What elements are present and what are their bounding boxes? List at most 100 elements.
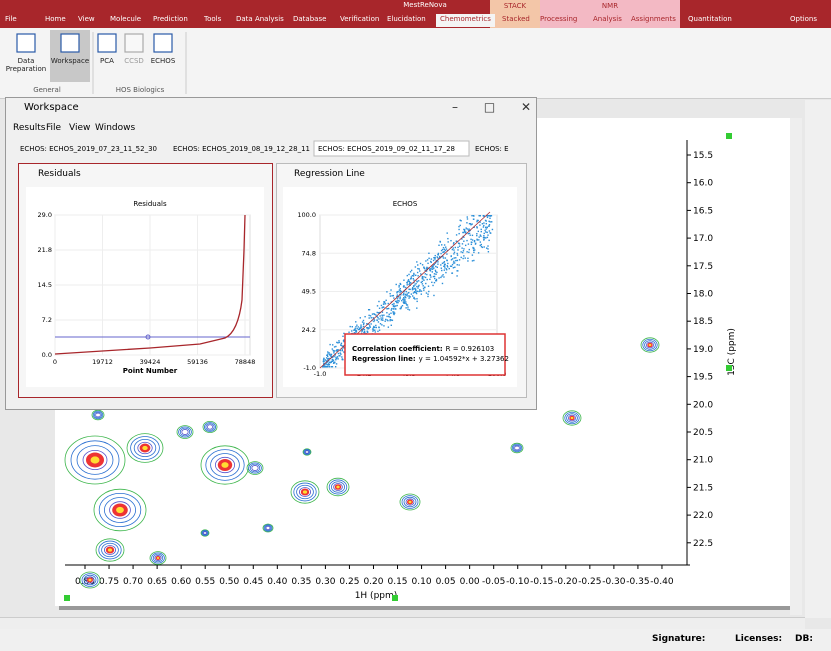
scatter-point: [461, 247, 463, 249]
button-icon[interactable]: [153, 33, 173, 53]
ribbon-tab[interactable]: View: [78, 15, 95, 23]
scatter-point: [421, 277, 424, 279]
ribbon-button[interactable]: CCSD: [124, 57, 144, 65]
scatter-point: [426, 259, 429, 261]
scatter-point: [383, 325, 385, 327]
ribbon-tab[interactable]: Prediction: [153, 15, 188, 23]
scatter-point: [328, 361, 331, 364]
handle[interactable]: [726, 133, 732, 139]
scatter-point: [479, 221, 481, 223]
scatter-point: [444, 246, 447, 248]
scatter-point: [378, 312, 380, 314]
ribbon-tab[interactable]: Elucidation: [387, 15, 426, 23]
ribbon-tab[interactable]: Data Analysis: [236, 15, 284, 23]
ribbon-tab[interactable]: Chemometrics: [436, 14, 495, 27]
menu-item[interactable]: Results: [13, 123, 46, 133]
scatter-point: [487, 245, 489, 247]
y-tick-label: 21.0: [693, 456, 713, 466]
scatter-point: [396, 291, 398, 293]
scatter-point: [430, 261, 432, 263]
x-tick-label: -0.40: [650, 577, 674, 587]
x-tick-label: 0.10: [412, 577, 432, 587]
handle[interactable]: [64, 595, 70, 601]
workspace-tab[interactable]: ECHOS: ECHOS_2019_08_19_12_28_11: [173, 145, 310, 153]
context-label: NMR: [601, 2, 619, 10]
ribbon-button[interactable]: Workspace: [50, 57, 90, 65]
scatter-point: [336, 356, 339, 358]
scatter-point: [457, 249, 459, 251]
scatter-point: [367, 309, 370, 311]
contour: [202, 420, 218, 433]
ribbon-tab[interactable]: Stacked: [502, 15, 530, 23]
ribbon-tab[interactable]: Verification: [340, 15, 380, 23]
ribbon-tab[interactable]: Options: [790, 15, 818, 23]
scatter-point: [376, 319, 378, 321]
ribbon-tab[interactable]: Quantitation: [688, 15, 732, 23]
ribbon-tab[interactable]: File: [5, 15, 17, 23]
scatter-point: [422, 287, 425, 290]
handle[interactable]: [392, 595, 398, 601]
scatter-point: [452, 267, 455, 269]
ribbon-tab[interactable]: Analysis: [593, 15, 622, 23]
ribbon-button[interactable]: ECHOS: [150, 57, 176, 65]
scatter-point: [445, 271, 447, 274]
button-icon[interactable]: [60, 33, 80, 53]
scatter-point: [427, 285, 430, 287]
scatter-point: [443, 262, 445, 264]
scatter-point: [421, 283, 424, 285]
scatter-point: [471, 260, 474, 262]
button-icon[interactable]: [16, 33, 36, 53]
ribbon-tab[interactable]: Processing: [540, 15, 578, 23]
scatter-point: [404, 293, 407, 296]
workspace-tab[interactable]: ECHOS: E: [475, 145, 509, 153]
annotation-label: Correlation coefficient:: [352, 345, 443, 353]
ribbon-tab[interactable]: Home: [45, 15, 66, 23]
scatter-point: [439, 240, 441, 243]
button-icon[interactable]: [97, 33, 117, 53]
handle[interactable]: [726, 365, 732, 371]
menu-item[interactable]: Windows: [95, 123, 136, 133]
contour-core: [116, 506, 124, 514]
ribbon-tab[interactable]: Molecule: [110, 15, 142, 23]
scatter-point: [403, 302, 405, 304]
contour: [206, 424, 214, 430]
menu-item[interactable]: File: [46, 123, 62, 133]
scatter-point: [413, 285, 415, 288]
scatter-point: [407, 306, 409, 308]
menu-item[interactable]: View: [69, 123, 91, 133]
workspace-tab[interactable]: ECHOS: ECHOS_2019_07_23_11_52_30: [20, 145, 157, 153]
ribbon-button[interactable]: PCA: [100, 57, 114, 65]
scatter-point: [378, 326, 380, 329]
ribbon-tab[interactable]: Tools: [204, 15, 222, 23]
scatter-point: [337, 342, 339, 344]
scatter-point: [399, 287, 401, 290]
scatter-point: [431, 266, 433, 268]
scatter-point: [453, 249, 455, 251]
contour-core: [648, 343, 652, 347]
y-tick-label: 17.5: [693, 262, 713, 272]
x-tick-label: 0.20: [363, 577, 383, 587]
scatter-point: [413, 272, 415, 275]
workspace-tab[interactable]: ECHOS: ECHOS_2019_09_02_11_17_28: [318, 145, 455, 153]
ribbon-tab[interactable]: Assignments: [631, 15, 676, 23]
licenses: Licenses:: [735, 634, 783, 644]
ribbon-button[interactable]: Data Preparation: [5, 57, 47, 73]
scatter-point: [390, 319, 393, 321]
scatter-point: [323, 365, 325, 367]
scatter-point: [328, 352, 330, 354]
contour: [328, 479, 348, 495]
scatter-point: [460, 251, 462, 253]
scatter-point: [463, 248, 465, 250]
ribbon-tab[interactable]: Database: [293, 15, 327, 23]
x-tick-label: 0.70: [123, 577, 143, 587]
scatter-point: [398, 300, 400, 302]
scatter-point: [441, 248, 444, 251]
scatter-point: [354, 327, 356, 330]
button-icon[interactable]: [124, 33, 144, 53]
scatter-point: [441, 244, 443, 246]
scatter-point: [328, 364, 331, 366]
x-tick-label: -0.15: [530, 577, 553, 587]
window-controls[interactable]: – □ ✕: [452, 100, 532, 114]
scatter-point: [426, 273, 428, 276]
contour: [293, 482, 317, 502]
